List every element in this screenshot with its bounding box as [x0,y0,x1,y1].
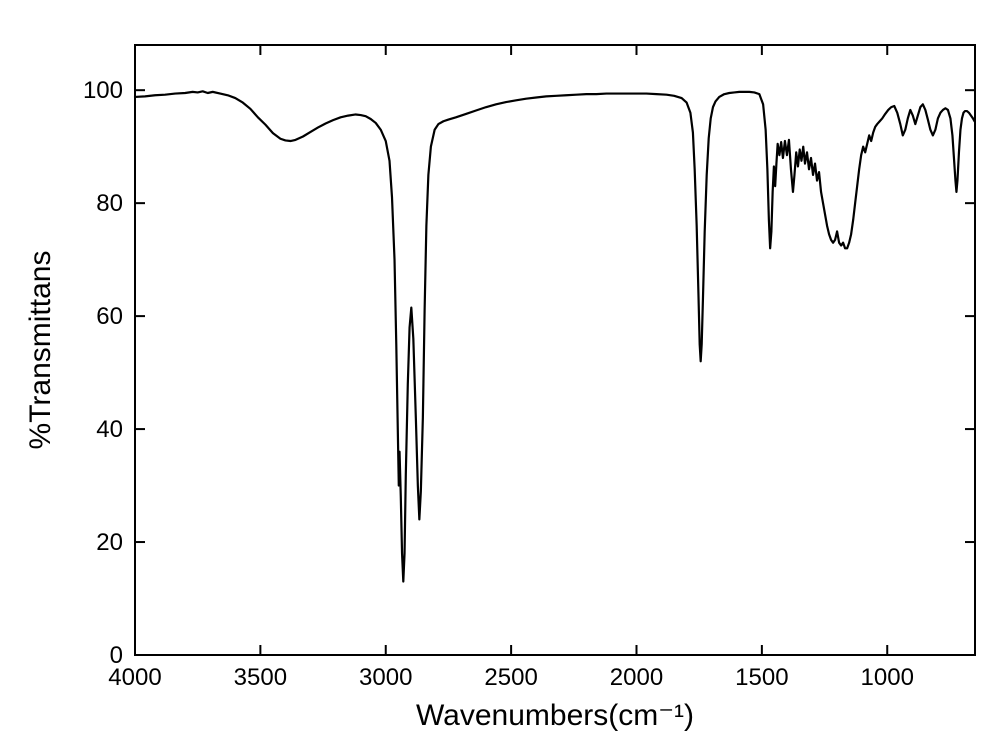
y-tick-label: 40 [96,416,123,443]
x-tick-label: 2500 [484,664,537,691]
x-tick-label: 1000 [861,664,914,691]
y-tick-label: 80 [96,190,123,217]
y-tick-label: 20 [96,529,123,556]
y-tick-label: 100 [83,77,123,104]
plot-frame [135,45,975,655]
x-axis-label: Wavenumbers(cm⁻¹) [416,699,694,732]
x-tick-label: 3000 [359,664,412,691]
y-tick-label: 60 [96,303,123,330]
x-tick-label: 3500 [234,664,287,691]
ir-spectrum-chart: 4000350030002500200015001000020406080100… [0,0,1000,749]
chart-svg: 4000350030002500200015001000020406080100… [0,0,1000,749]
spectrum-line [135,91,975,581]
y-axis-label: %Transmittans [24,251,57,450]
y-tick-label: 0 [110,642,123,669]
x-tick-label: 1500 [735,664,788,691]
x-tick-label: 2000 [610,664,663,691]
